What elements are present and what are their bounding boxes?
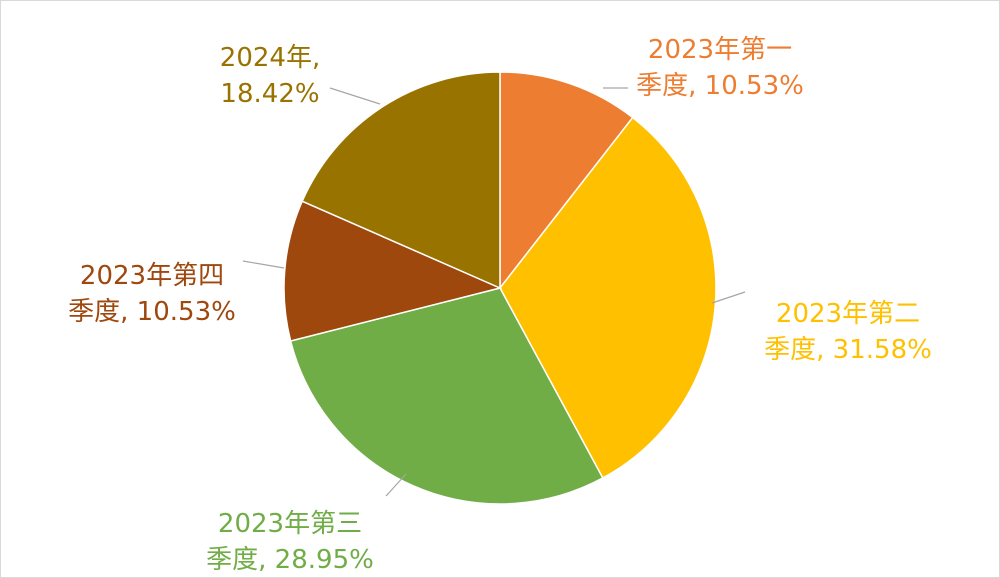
data-label-line2: 18.42% <box>220 79 319 109</box>
data-label-4: 2023年第四季度, 10.53% <box>68 261 236 327</box>
data-labels: 2023年第一季度, 10.53%2023年第二季度, 31.58%2023年第… <box>68 35 932 575</box>
data-label-2: 2023年第二季度, 31.58% <box>764 299 932 365</box>
data-label-line1: 2023年第三 <box>218 509 362 539</box>
pie-slice-2 <box>499 116 717 479</box>
pie-slice-1 <box>499 71 634 291</box>
data-label-line2: 季度, 28.95% <box>206 545 374 575</box>
leader-line-3 <box>385 473 407 497</box>
data-label-3: 2023年第三季度, 28.95% <box>206 509 374 575</box>
leader-line-4 <box>242 260 285 269</box>
data-label-5: 2024年, 18.42% <box>220 43 320 109</box>
leader-line-2 <box>711 291 746 304</box>
data-label-line2: 季度, 31.58% <box>764 335 932 365</box>
data-label-line1: 2023年第二 <box>776 299 920 329</box>
pie-slice-4 <box>283 200 503 342</box>
leader-lines <box>242 87 746 497</box>
data-label-line2: 季度, 10.53% <box>636 71 804 101</box>
data-label-line2: 季度, 10.53% <box>68 297 236 327</box>
pie-slice-3 <box>289 287 604 505</box>
data-label-line1: 2023年第一 <box>648 35 792 65</box>
leader-line-5 <box>329 87 381 105</box>
pie-slice-5 <box>301 71 501 290</box>
data-label-1: 2023年第一季度, 10.53% <box>636 35 804 101</box>
data-label-line1: 2023年第四 <box>80 261 224 291</box>
pie-slices <box>283 71 717 505</box>
data-label-line1: 2024年, <box>220 43 320 73</box>
